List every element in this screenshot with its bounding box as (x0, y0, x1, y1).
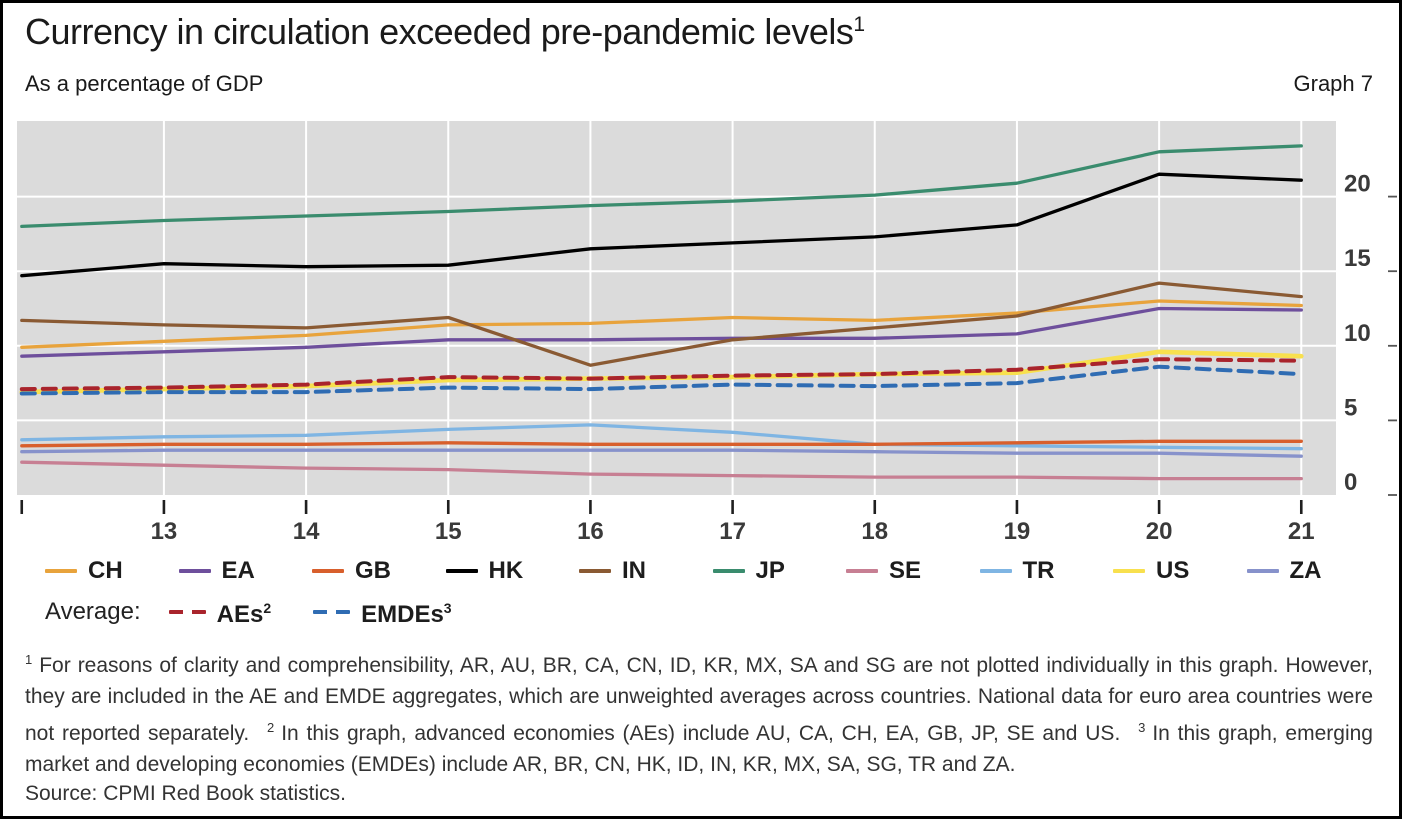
x-axis-label-14: 14 (293, 518, 320, 545)
chart-svg: 13 14 15 16 17 18 19 20 21 0 5 10 15 20 (17, 121, 1397, 545)
legend-label-emdes-text: EMDEs (361, 601, 444, 628)
series-line-EMDEs (19, 364, 1304, 396)
legend-emdes-footnote-marker: 3 (443, 600, 452, 616)
legend-label-gb: GB (355, 557, 391, 584)
legend-item-in: IN (579, 557, 713, 585)
chart-title-text: Currency in circulation exceeded pre-pan… (25, 11, 854, 52)
footnote-1-text: For reasons of clarity and comprehensibi… (25, 654, 1373, 745)
footnotes: 1 For reasons of clarity and comprehensib… (25, 644, 1373, 780)
legend-aes-footnote-marker: 2 (263, 600, 272, 616)
legend-swatch-tr (979, 569, 1012, 573)
plot-area (17, 121, 1336, 495)
legend-item-hk: HK (445, 557, 580, 585)
series-line-GB (20, 439, 1303, 448)
legend-label-ea: EA (221, 557, 255, 584)
footnote-2-text: In this graph, advanced economies (AEs) … (281, 722, 1121, 745)
footnote-1: 1 For reasons of clarity and comprehensib… (25, 652, 1373, 745)
chart-title-footnote-marker: 1 (853, 13, 865, 36)
x-axis-label-19: 19 (1004, 518, 1031, 545)
legend-swatch-us (1113, 569, 1145, 573)
subtitle-row: As a percentage of GDP Graph 7 (25, 71, 1373, 97)
legend-label-se: SE (889, 557, 922, 584)
legend-label-in: IN (622, 557, 646, 584)
series-line-EA (20, 306, 1303, 358)
y-axis-label-20: 20 (1344, 171, 1371, 198)
legend-swatch-se (846, 569, 878, 573)
legend-label-emdes: EMDEs3 (361, 594, 451, 629)
legend-swatch-aes (168, 609, 206, 614)
x-axis-label-16: 16 (577, 518, 604, 545)
legend-item-se: SE (846, 557, 980, 585)
legend-item-jp: JP (712, 557, 847, 585)
legend-average-prefix: Average: (45, 597, 141, 625)
legend-row-1: CH EA GB HK IN JP SE TR US ZA (45, 557, 1322, 585)
legend-swatch-ea (178, 569, 211, 573)
x-axis-label-20: 20 (1146, 518, 1173, 545)
legend-item-tr: TR (979, 557, 1114, 585)
y-axis-label-15: 15 (1344, 245, 1371, 272)
legend-item-gb: GB (312, 557, 446, 585)
legend-swatch-jp (712, 569, 745, 573)
legend-swatch-gb (312, 569, 344, 573)
series-line-IN (20, 281, 1303, 367)
legend-item-aes: AEs2 (168, 594, 271, 629)
y-axis-label-10: 10 (1344, 320, 1371, 347)
legend-item-emdes: EMDEs3 (313, 594, 452, 629)
legend-row-2: Average: AEs2 EMDEs3 (45, 594, 494, 629)
x-axis-label-21: 21 (1288, 518, 1315, 545)
legend-label-hk: HK (488, 557, 524, 584)
legend-swatch-za (1246, 569, 1279, 573)
legend-item-ea: EA (178, 557, 313, 585)
legend-label-jp: JP (755, 557, 785, 584)
chart-title: Currency in circulation exceeded pre-pan… (25, 11, 865, 53)
legend-label-aes-text: AEs (216, 601, 264, 628)
legend-label-us: US (1156, 557, 1190, 584)
legend-label-aes: AEs2 (217, 594, 271, 629)
footnote-3: 3 In this graph, emerging market and deve… (25, 720, 1373, 776)
chart-subtitle: As a percentage of GDP (25, 71, 264, 96)
legend-item-us: US (1113, 557, 1247, 585)
series-line-HK (20, 172, 1303, 278)
x-axis-label-18: 18 (861, 518, 888, 545)
series-line-CH (20, 299, 1303, 349)
series-line-AEs (19, 357, 1304, 392)
x-axis-label-13: 13 (151, 518, 178, 545)
legend-swatch-emdes (313, 609, 351, 614)
series-line-SE (20, 460, 1303, 481)
footnote-2: 2 In this graph, advanced economies (AEs)… (266, 720, 1121, 745)
footnote-1-marker: 1 (25, 652, 33, 667)
series-line-TR (20, 423, 1303, 451)
legend-swatch-hk (445, 569, 478, 573)
series-line-ZA (20, 448, 1303, 458)
legend-item-za: ZA (1246, 557, 1322, 585)
x-axis-label-15: 15 (435, 518, 462, 545)
legend-item-ch: CH (45, 557, 179, 585)
legend-swatch-in (579, 569, 611, 573)
footnote-3-marker: 3 (1138, 720, 1146, 735)
legend-label-ch: CH (88, 557, 123, 584)
footnote-2-marker: 2 (266, 720, 275, 735)
graph-number-label: Graph 7 (1293, 71, 1374, 96)
y-axis-label-5: 5 (1344, 394, 1357, 421)
series-line-JP (20, 144, 1303, 229)
legend-swatch-ch (45, 569, 77, 573)
footnote-3-text: In this graph, emerging market and devel… (25, 722, 1373, 776)
source-line: Source: CPMI Red Book statistics. (25, 782, 346, 805)
x-axis-label-17: 17 (719, 518, 746, 545)
legend-label-za: ZA (1289, 557, 1322, 584)
y-axis-label-0: 0 (1344, 469, 1357, 496)
legend-label-tr: TR (1022, 557, 1055, 584)
